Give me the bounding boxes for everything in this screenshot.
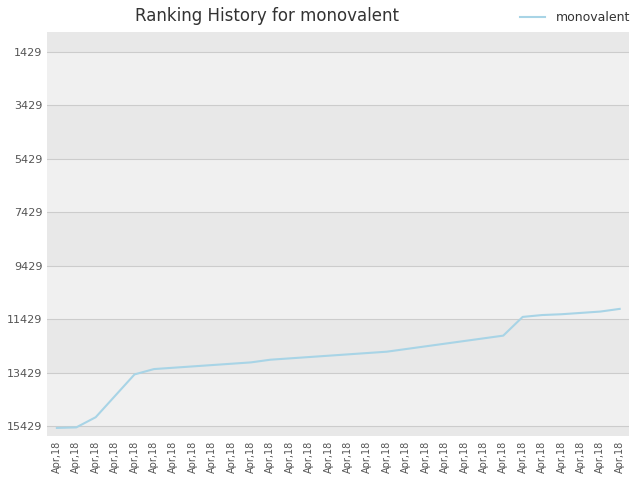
Bar xyxy=(47,212,629,265)
monovalent xyxy=(344,351,352,357)
monovalent xyxy=(208,362,216,368)
monovalent xyxy=(383,349,390,355)
Legend: monovalent: monovalent xyxy=(515,6,635,29)
monovalent xyxy=(557,312,565,317)
Bar xyxy=(47,158,629,212)
monovalent xyxy=(364,350,371,356)
monovalent xyxy=(228,361,236,367)
monovalent xyxy=(92,414,100,420)
monovalent xyxy=(53,425,61,431)
Bar xyxy=(47,319,629,372)
monovalent xyxy=(461,338,468,344)
Bar xyxy=(47,105,629,158)
monovalent xyxy=(324,353,332,359)
monovalent xyxy=(480,336,488,341)
monovalent xyxy=(111,393,119,399)
monovalent xyxy=(519,314,527,320)
monovalent xyxy=(266,357,274,362)
monovalent xyxy=(422,344,429,349)
monovalent xyxy=(499,333,507,338)
Text: Ranking History for monovalent: Ranking History for monovalent xyxy=(134,7,399,25)
monovalent xyxy=(131,372,138,377)
monovalent xyxy=(150,366,157,372)
Line: monovalent: monovalent xyxy=(57,309,620,428)
Bar xyxy=(47,265,629,319)
monovalent xyxy=(577,310,585,316)
Bar xyxy=(47,372,629,426)
monovalent xyxy=(170,365,177,371)
monovalent xyxy=(441,341,449,347)
monovalent xyxy=(286,356,294,361)
Bar xyxy=(47,32,629,51)
Bar xyxy=(47,51,629,105)
Bar xyxy=(47,426,629,436)
monovalent xyxy=(538,312,546,318)
monovalent xyxy=(189,363,196,369)
monovalent xyxy=(247,360,255,365)
monovalent xyxy=(403,346,410,352)
monovalent xyxy=(596,309,604,314)
monovalent xyxy=(305,354,313,360)
monovalent xyxy=(72,424,80,430)
monovalent xyxy=(616,306,623,312)
